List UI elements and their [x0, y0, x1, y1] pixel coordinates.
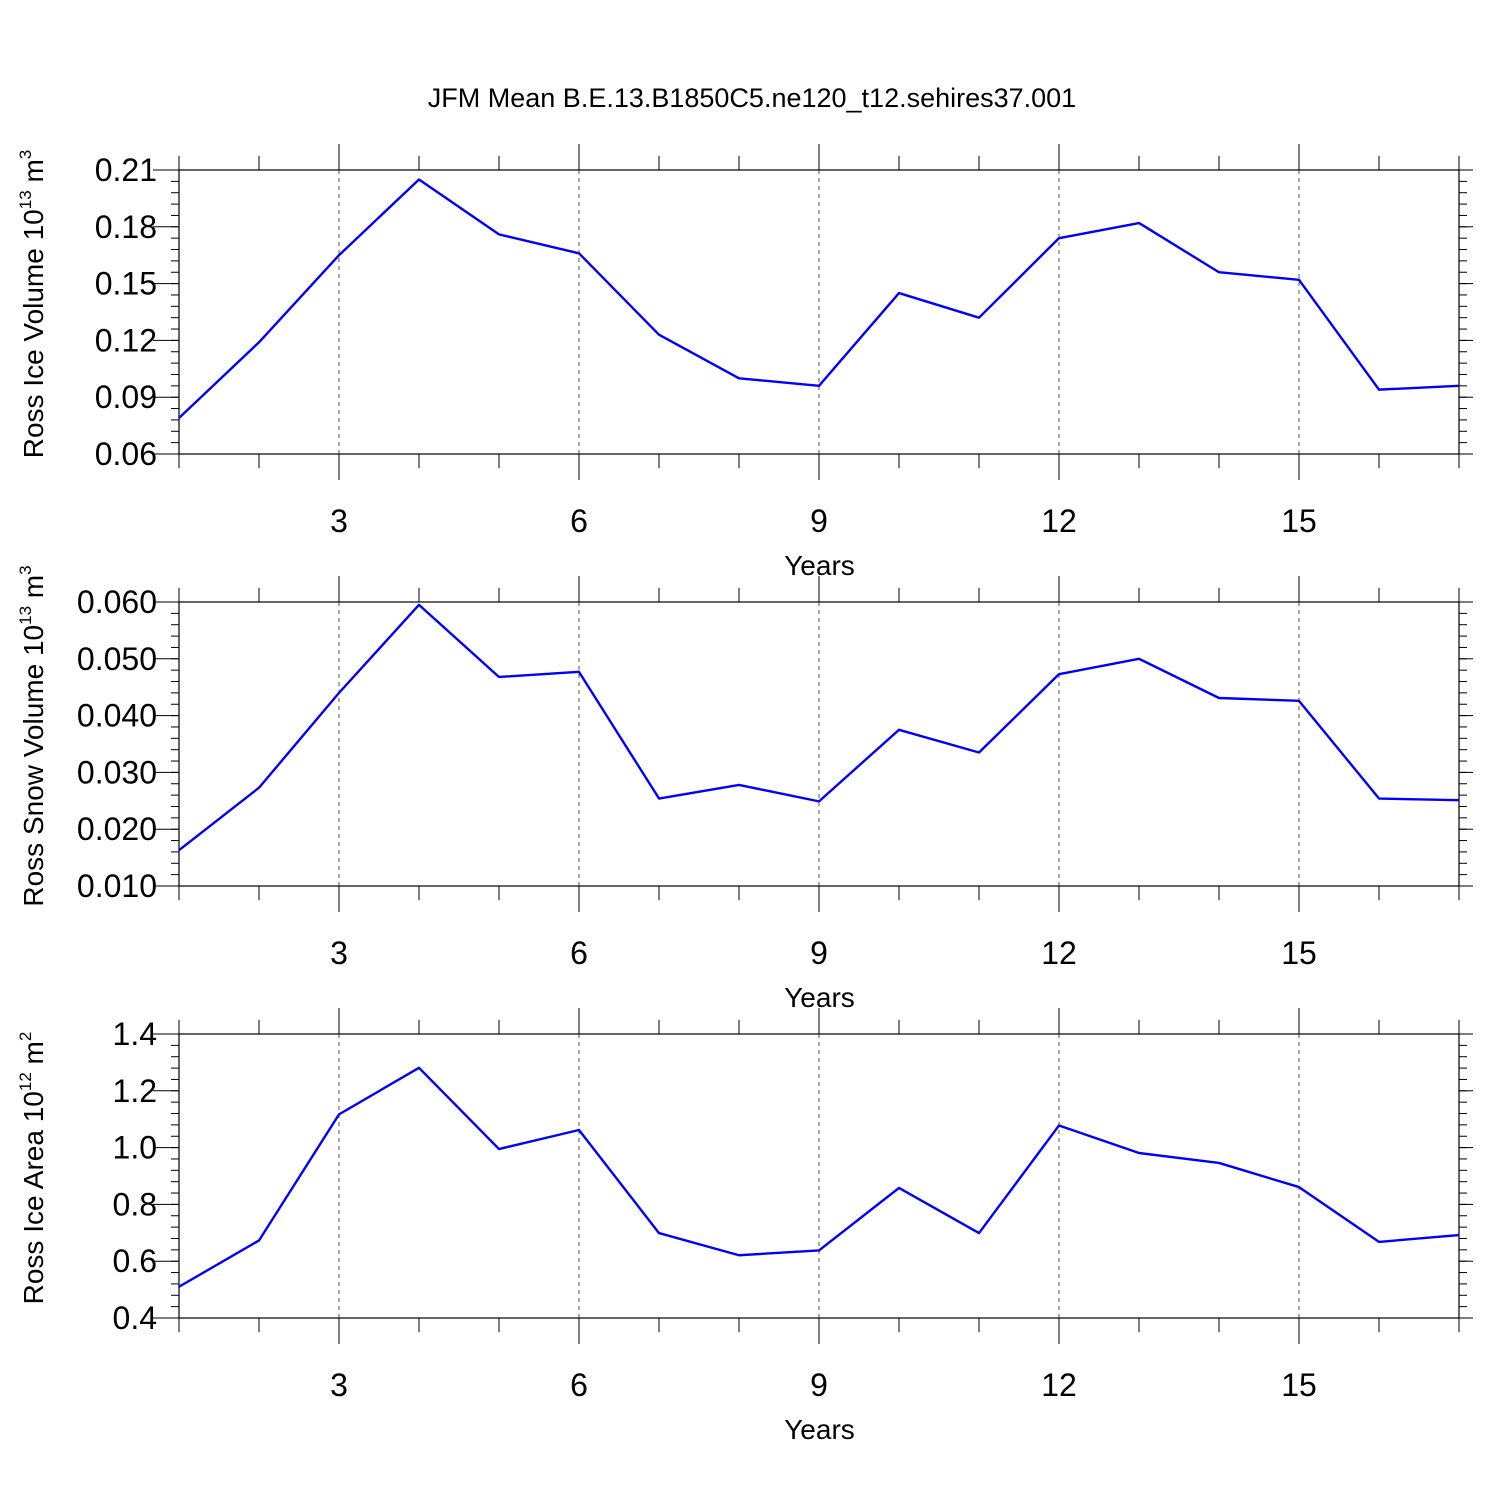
- x-tick-label: 9: [810, 935, 828, 971]
- y-tick-label: 0.15: [95, 266, 157, 302]
- y-tick-label: 0.030: [77, 754, 157, 790]
- y-tick-label: 0.020: [77, 811, 157, 847]
- y-tick-label: 0.18: [95, 209, 157, 245]
- x-tick-label: 12: [1041, 935, 1077, 971]
- y-axis-label-exponent: 12: [16, 1072, 35, 1091]
- y-axis-label-main: Ross Snow Volume 10: [18, 625, 49, 907]
- y-tick-label: 0.09: [95, 379, 157, 415]
- y-axis-label-unit-exponent: 3: [16, 565, 35, 574]
- y-tick-label: 0.050: [77, 641, 157, 677]
- y-tick-label: 0.6: [113, 1243, 157, 1279]
- x-tick-label: 3: [330, 503, 348, 539]
- y-tick-label: 0.060: [77, 584, 157, 620]
- y-tick-label: 0.12: [95, 322, 157, 358]
- x-axis-label: Years: [784, 1414, 855, 1445]
- x-tick-label: 3: [330, 1367, 348, 1403]
- x-tick-label: 12: [1041, 1367, 1077, 1403]
- figure-title: JFM Mean B.E.13.B1850C5.ne120_t12.sehire…: [428, 83, 1076, 113]
- y-tick-label: 0.010: [77, 868, 157, 904]
- y-axis-label-exponent: 13: [16, 606, 35, 625]
- y-axis-label-main: Ross Ice Area 10: [18, 1091, 49, 1304]
- y-tick-label: 0.06: [95, 436, 157, 472]
- y-tick-label: 1.4: [113, 1016, 157, 1052]
- y-axis-label-main: Ross Ice Volume 10: [18, 209, 49, 458]
- x-tick-label: 15: [1281, 935, 1317, 971]
- y-axis-label-unit-exponent: 3: [16, 150, 35, 159]
- x-tick-label: 12: [1041, 503, 1077, 539]
- y-tick-label: 0.8: [113, 1186, 157, 1222]
- x-tick-label: 9: [810, 1367, 828, 1403]
- y-axis-label-exponent: 13: [16, 190, 35, 209]
- y-tick-label: 0.21: [95, 152, 157, 188]
- x-tick-label: 15: [1281, 503, 1317, 539]
- x-tick-label: 3: [330, 935, 348, 971]
- y-axis-label-unit: m: [18, 1041, 49, 1072]
- y-axis-label: Ross Ice Area 1012 m2: [16, 1032, 49, 1305]
- x-tick-label: 15: [1281, 1367, 1317, 1403]
- y-tick-label: 0.040: [77, 698, 157, 734]
- x-tick-label: 6: [570, 1367, 588, 1403]
- y-tick-label: 1.2: [113, 1073, 157, 1109]
- y-axis-label-unit: m: [18, 575, 49, 606]
- x-tick-label: 6: [570, 503, 588, 539]
- y-axis-label-unit-exponent: 2: [16, 1032, 35, 1041]
- x-tick-label: 6: [570, 935, 588, 971]
- y-tick-label: 0.4: [113, 1300, 157, 1336]
- y-tick-label: 1.0: [113, 1130, 157, 1166]
- y-axis-label-unit: m: [18, 159, 49, 190]
- x-tick-label: 9: [810, 503, 828, 539]
